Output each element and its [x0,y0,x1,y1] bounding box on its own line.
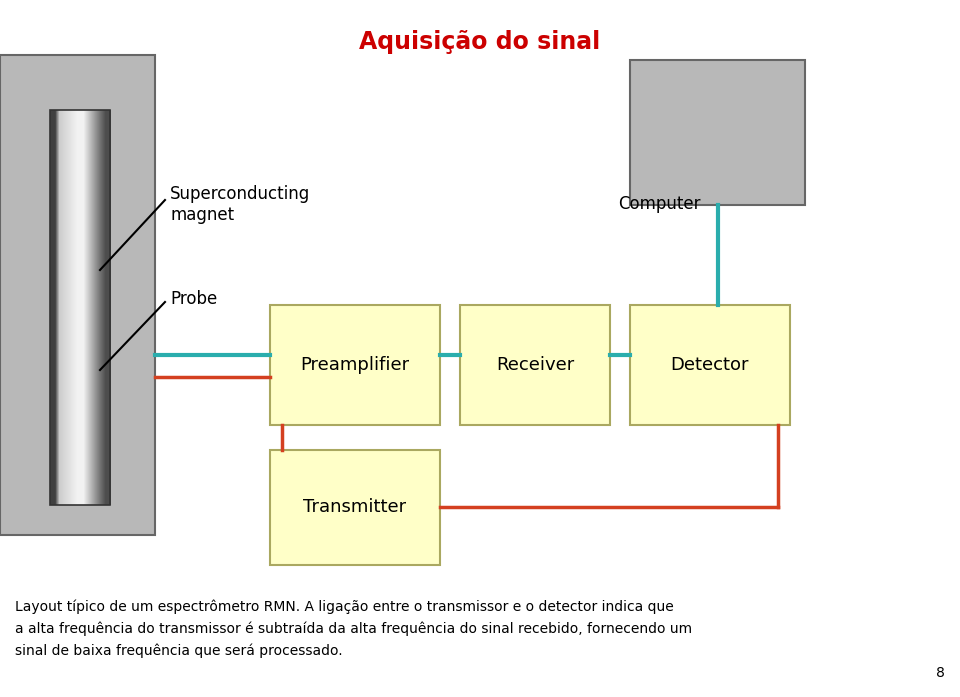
Bar [77,110,79,505]
Bar [50,110,52,505]
Bar [66,110,67,505]
Bar [104,110,106,505]
Bar [61,110,62,505]
Text: Layout típico de um espectrômetro RMN. A ligação entre o transmissor e o detecto: Layout típico de um espectrômetro RMN. A… [15,600,674,615]
Bar [98,110,100,505]
Bar [108,110,109,505]
Bar [88,110,89,505]
Bar [106,110,108,505]
Bar [75,110,77,505]
Bar [99,110,101,505]
Bar [95,110,97,505]
Bar [101,110,103,505]
Bar [59,110,60,505]
Text: Preamplifier: Preamplifier [300,356,410,374]
Bar [67,110,68,505]
Bar [83,110,84,505]
Bar [71,110,73,505]
Bar [50,110,110,505]
Bar [94,110,95,505]
Bar [91,110,92,505]
Bar [74,110,76,505]
Bar [460,305,610,425]
Bar [55,110,57,505]
Bar [105,110,107,505]
Bar [85,110,86,505]
Text: sinal de baixa frequência que será processado.: sinal de baixa frequência que será proce… [15,644,343,659]
Text: 8: 8 [936,666,945,680]
Bar [89,110,90,505]
Bar [90,110,91,505]
Bar [72,110,74,505]
Bar [78,110,80,505]
Bar [102,110,104,505]
Bar [58,110,60,505]
Text: Probe: Probe [170,290,217,308]
Bar [68,110,69,505]
Bar [60,110,61,505]
Bar [100,110,102,505]
Text: Computer: Computer [618,195,701,213]
Bar [0,55,155,535]
Bar [64,110,65,505]
Bar [80,110,82,505]
Text: Receiver: Receiver [496,356,574,374]
Text: Superconducting
magnet: Superconducting magnet [170,185,310,224]
Bar [76,110,78,505]
Bar [97,110,99,505]
Bar [109,110,110,505]
Bar [79,110,81,505]
Bar [65,110,66,505]
Bar [62,110,63,505]
Bar [107,110,108,505]
Bar [92,110,93,505]
Bar [82,110,84,505]
Bar [630,60,805,205]
Bar [81,110,83,505]
Text: Aquisição do sinal: Aquisição do sinal [359,30,601,54]
Bar [630,305,790,425]
Text: a alta frequência do transmissor é subtraída da alta frequência do sinal recebid: a alta frequência do transmissor é subtr… [15,622,692,636]
Text: Transmitter: Transmitter [303,498,407,516]
Bar [63,110,64,505]
Bar [57,110,59,505]
Bar [69,110,70,505]
Bar [96,110,98,505]
Text: Detector: Detector [671,356,749,374]
Bar [270,450,440,565]
Bar [93,110,94,505]
Bar [103,110,105,505]
Bar [54,110,56,505]
Bar [73,110,75,505]
Bar [84,110,85,505]
Bar [86,110,87,505]
Bar [70,110,71,505]
Bar [56,110,58,505]
Bar [270,305,440,425]
Bar [52,110,54,505]
Bar [53,110,55,505]
Bar [87,110,88,505]
Bar [51,110,53,505]
